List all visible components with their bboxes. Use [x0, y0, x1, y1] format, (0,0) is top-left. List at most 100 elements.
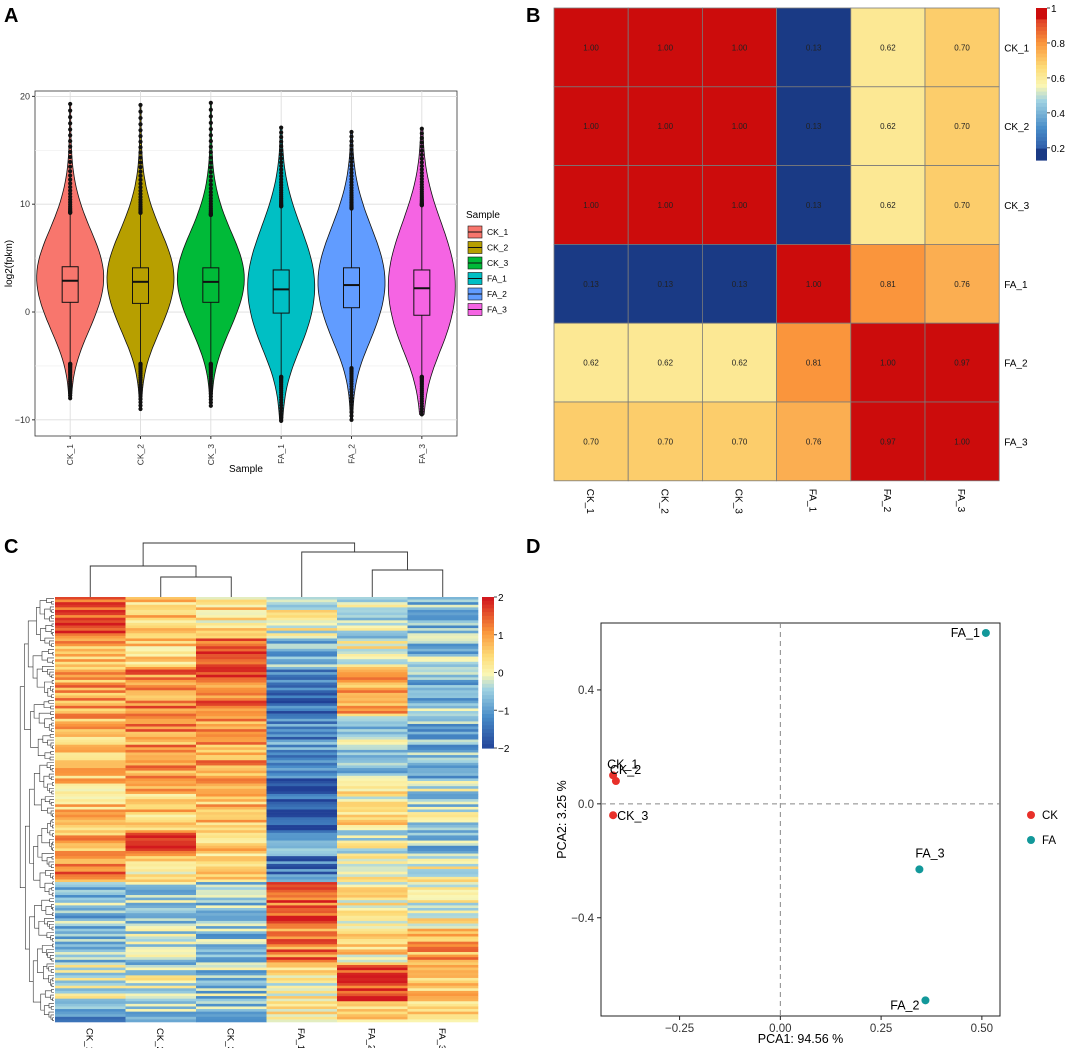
heatmap-cell	[266, 628, 338, 631]
heatmap-cell	[125, 822, 197, 826]
cell-label: 1.00	[583, 43, 599, 52]
cell-label: 1.00	[954, 437, 970, 446]
heatmap-cell	[407, 845, 479, 849]
dendrogram-branch	[47, 952, 54, 958]
outlier-point	[279, 177, 284, 182]
heatmap-cell	[55, 607, 126, 611]
heatmap-cell	[407, 700, 479, 704]
dendrogram-branch	[49, 756, 54, 761]
colorbar-step	[482, 721, 494, 726]
heatmap-cell	[125, 819, 197, 823]
heatmap-cell	[55, 923, 126, 927]
heatmap-cell	[337, 687, 408, 691]
heatmap-cell	[407, 760, 479, 764]
heatmap-cell	[266, 975, 338, 979]
row-label: CK_1	[1004, 43, 1029, 54]
heatmap-cell	[337, 674, 408, 678]
heatmap-cell	[196, 907, 267, 911]
heatmap-cell	[125, 775, 197, 779]
heatmap-cell	[337, 806, 408, 810]
heatmap-cell	[125, 809, 197, 813]
heatmap-cell	[337, 661, 408, 665]
heatmap-cell	[337, 856, 408, 860]
outlier-point	[138, 134, 143, 139]
heatmap-cell	[407, 780, 479, 784]
heatmap-cell	[125, 900, 197, 904]
heatmap-cell	[196, 933, 267, 937]
dendrogram-branch	[46, 963, 54, 970]
heatmap-cell	[407, 856, 479, 860]
outlier-point	[279, 152, 284, 157]
heatmap-cell	[407, 918, 479, 922]
heatmap-cell	[337, 646, 408, 650]
heatmap-cell	[266, 646, 338, 650]
heatmap-cell	[55, 830, 126, 834]
heatmap-cell	[196, 962, 267, 966]
outlier-point	[419, 167, 424, 172]
heatmap-cell	[55, 638, 126, 642]
colorbar-step	[482, 619, 494, 625]
heatmap-cell	[125, 773, 197, 777]
dendrogram-branch	[49, 606, 54, 612]
heatmap-cell	[407, 933, 479, 937]
heatmap-cell	[55, 646, 126, 650]
heatmap-cell	[55, 913, 126, 917]
heatmap-cell	[850, 165, 926, 245]
heatmap-cell	[55, 964, 126, 968]
outlier-point	[138, 169, 143, 174]
heatmap-cell	[407, 628, 479, 631]
outlier-point	[68, 181, 73, 186]
col-label: CK_2	[658, 489, 669, 514]
outlier-point	[349, 177, 354, 182]
heatmap-cell	[266, 682, 338, 686]
heatmap-cell	[337, 760, 408, 764]
colorbar-step	[482, 714, 494, 719]
heatmap-cell	[196, 856, 267, 860]
colorbar-label: 1	[1051, 4, 1057, 15]
heatmap-cell	[125, 612, 197, 616]
heatmap-cell	[125, 757, 197, 761]
colorbar-step	[482, 600, 494, 606]
dendrogram-branch	[25, 825, 30, 950]
heatmap-cell	[266, 773, 338, 777]
colorbar-step	[1036, 110, 1047, 115]
colorbar-step	[482, 695, 494, 700]
heatmap-cell	[266, 762, 338, 766]
heatmap-cell	[266, 635, 338, 639]
heatmap-cell	[55, 915, 126, 919]
heatmap-cell	[196, 672, 267, 676]
heatmap-cell	[337, 884, 408, 888]
heatmap-cell	[125, 690, 197, 694]
heatmap-cell	[55, 975, 126, 979]
outlier-point	[419, 160, 424, 165]
heatmap-cell	[55, 757, 126, 761]
dendrogram-branch	[24, 643, 31, 730]
heatmap-cell	[266, 913, 338, 917]
y-tick-label: 0.4	[578, 685, 595, 697]
heatmap-cell	[266, 874, 338, 878]
heatmap-cell	[266, 654, 338, 657]
heatmap-cell	[553, 243, 629, 324]
heatmap-cell	[407, 721, 479, 725]
heatmap-cell	[266, 713, 338, 717]
heatmap-cell	[196, 742, 267, 746]
heatmap-cell	[337, 819, 408, 823]
dendrogram-branch	[39, 600, 47, 615]
heatmap-cell	[196, 993, 267, 997]
heatmap-cell	[407, 692, 479, 696]
heatmap-cell	[337, 599, 408, 603]
heatmap-cell	[196, 806, 267, 810]
heatmap-cell	[55, 832, 126, 836]
colorbar-step	[1036, 27, 1047, 32]
heatmap-cell	[266, 848, 338, 852]
heatmap-cell	[125, 677, 197, 681]
colorbar-step	[1036, 30, 1047, 36]
heatmap-cell	[337, 887, 408, 891]
heatmap-cell	[196, 692, 267, 696]
heatmap-cell	[266, 804, 338, 808]
heatmap-cell	[266, 962, 338, 966]
heatmap-cell	[337, 731, 408, 735]
heatmap-cell	[125, 913, 197, 917]
row-label: FA_2	[1004, 359, 1028, 370]
heatmap-cell	[55, 1019, 126, 1023]
